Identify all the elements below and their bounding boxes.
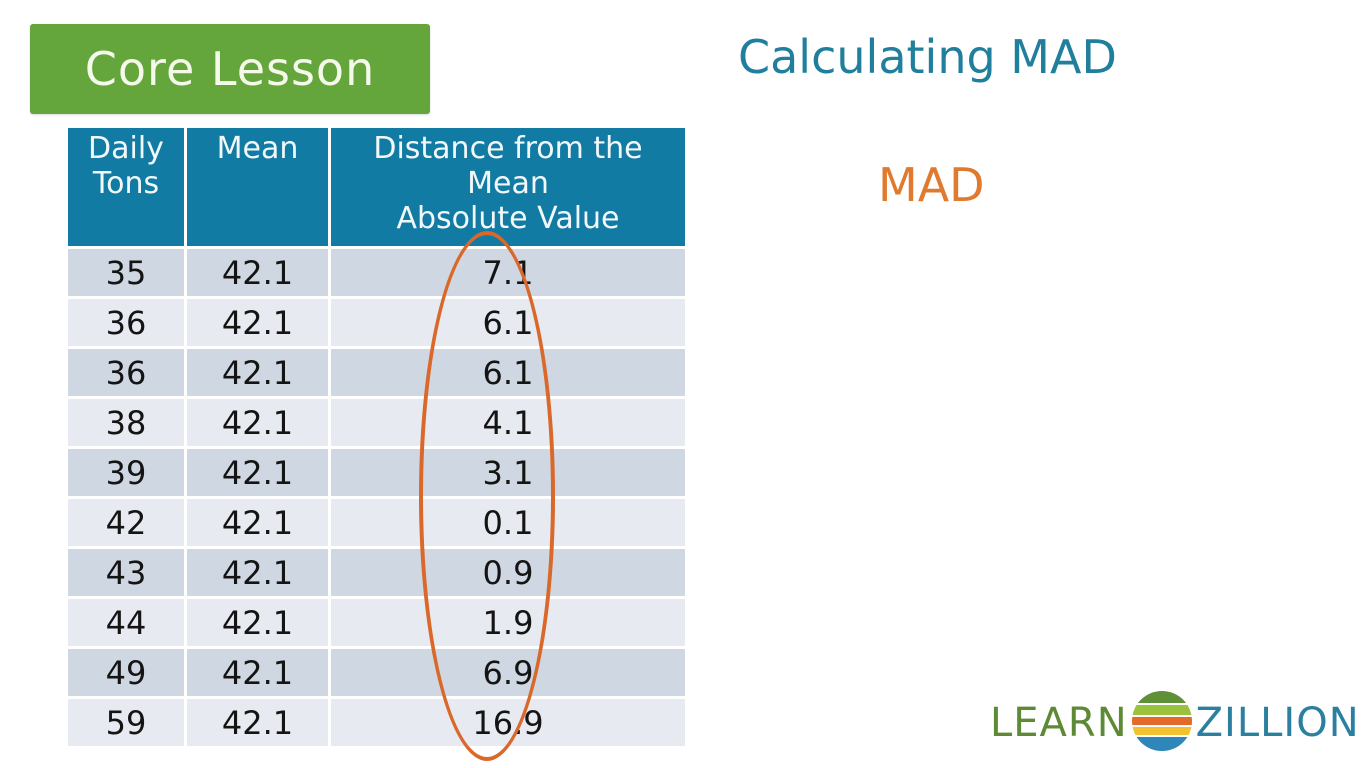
header-distance: Distance from the Mean Absolute Value xyxy=(328,128,685,248)
table-row: 36 42.1 6.1 xyxy=(68,346,685,398)
globe-icon xyxy=(1130,689,1194,757)
cell-daily: 39 xyxy=(68,446,186,498)
table-row: 35 42.1 7.1 xyxy=(68,246,685,298)
table-row: 59 42.1 16.9 xyxy=(68,696,685,746)
cell-daily: 42 xyxy=(68,496,186,548)
cell-mean: 42.1 xyxy=(184,446,330,498)
cell-mean: 42.1 xyxy=(184,546,330,598)
core-lesson-badge: Core Lesson xyxy=(30,24,430,114)
header-line: Absolute Value xyxy=(396,201,620,236)
cell-daily: 36 xyxy=(68,346,186,398)
cell-mean: 42.1 xyxy=(184,596,330,648)
header-line: Daily xyxy=(88,131,164,166)
cell-mean: 42.1 xyxy=(184,646,330,698)
table-row: 43 42.1 0.9 xyxy=(68,546,685,598)
header-line: Mean xyxy=(216,131,299,166)
cell-daily: 35 xyxy=(68,246,186,298)
highlight-ellipse xyxy=(419,231,555,761)
cell-daily: 43 xyxy=(68,546,186,598)
page-title: Calculating MAD xyxy=(738,30,1117,84)
logo-zillion-text: ZILLION xyxy=(1195,700,1360,746)
table-row: 49 42.1 6.9 xyxy=(68,646,685,698)
header-daily-tons: Daily Tons xyxy=(68,128,186,248)
table-row: 44 42.1 1.9 xyxy=(68,596,685,648)
distance-table: Daily Tons Mean Distance from the Mean A… xyxy=(68,128,685,746)
cell-daily: 38 xyxy=(68,396,186,448)
header-mean: Mean xyxy=(184,128,330,248)
header-line: Tons xyxy=(92,166,160,201)
cell-mean: 42.1 xyxy=(184,496,330,548)
table-header-row: Daily Tons Mean Distance from the Mean A… xyxy=(68,128,685,248)
cell-mean: 42.1 xyxy=(184,346,330,398)
table-row: 38 42.1 4.1 xyxy=(68,396,685,448)
header-line: Mean xyxy=(467,166,549,201)
table-row: 42 42.1 0.1 xyxy=(68,496,685,548)
cell-mean: 42.1 xyxy=(184,246,330,298)
badge-label: Core Lesson xyxy=(84,42,376,96)
header-line: Distance from the xyxy=(373,131,643,166)
cell-mean: 42.1 xyxy=(184,296,330,348)
cell-daily: 59 xyxy=(68,696,186,746)
learnzillion-logo: LEARN ZILLION xyxy=(990,688,1360,758)
cell-daily: 49 xyxy=(68,646,186,698)
mad-label: MAD xyxy=(878,158,985,212)
table-row: 39 42.1 3.1 xyxy=(68,446,685,498)
cell-mean: 42.1 xyxy=(184,396,330,448)
table-row: 36 42.1 6.1 xyxy=(68,296,685,348)
cell-mean: 42.1 xyxy=(184,696,330,746)
logo-learn-text: LEARN xyxy=(990,700,1128,746)
cell-daily: 36 xyxy=(68,296,186,348)
cell-daily: 44 xyxy=(68,596,186,648)
